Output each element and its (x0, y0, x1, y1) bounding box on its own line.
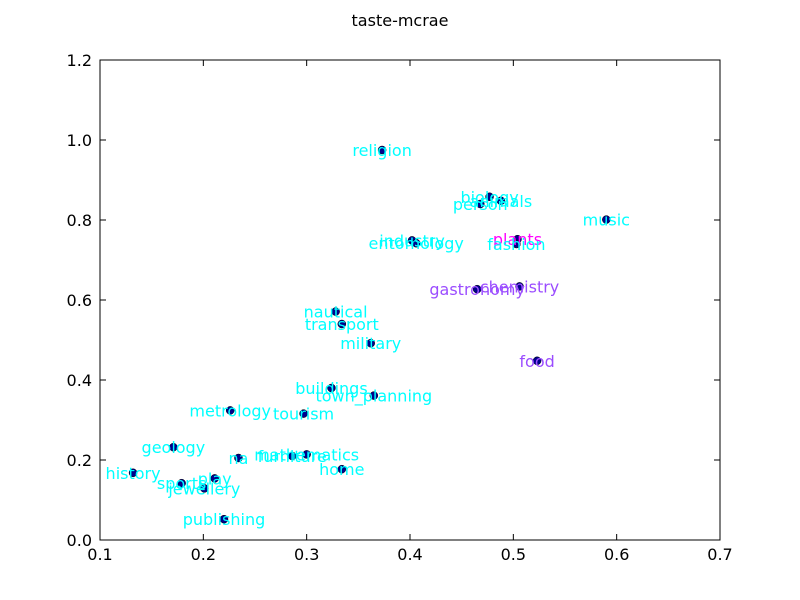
point-label-military: military (340, 334, 401, 353)
point-label-transport: transport (305, 315, 379, 334)
plot-frame (99, 59, 721, 541)
point-label-animals: animals (470, 192, 533, 211)
point-label-na: na (228, 449, 248, 468)
x-tick-label: 0.5 (501, 545, 526, 564)
chart-title: taste-mcrae (352, 11, 449, 30)
y-tick-label: 0.4 (67, 371, 92, 390)
point-label-gastronomy: gastronomy (429, 280, 525, 299)
point-home (337, 464, 347, 474)
point-label-person: person (453, 195, 508, 214)
point-jewellery (200, 484, 209, 493)
x-tick-label: 0.4 (397, 545, 422, 564)
point-furniture (287, 451, 297, 461)
y-tick-label: 1.2 (67, 51, 92, 70)
point-sports (177, 478, 186, 488)
point-label-buildings: buildings (295, 379, 367, 398)
x-tick-label: 0.7 (707, 545, 732, 564)
point-nautical (331, 307, 340, 316)
point-buildings (327, 383, 336, 393)
point-fashion (512, 239, 521, 249)
x-tick-label: 0.6 (604, 545, 629, 564)
point-gastronomy (472, 284, 482, 294)
point-label-jewellery: jewellery (167, 479, 240, 498)
point-label-biology: biology (460, 188, 518, 207)
point-label-fashion: fashion (487, 235, 545, 254)
point-person (476, 199, 485, 209)
point-chemistry (515, 282, 524, 291)
point-geology (169, 442, 178, 452)
point-label-nautical: nautical (304, 303, 368, 322)
point-label-industry: industry (379, 231, 445, 250)
point-label-town-planning: town_planning (315, 387, 432, 407)
point-town-planning (369, 391, 379, 400)
point-label-religion: religion (352, 141, 412, 160)
point-label-history: history (106, 464, 161, 483)
point-military (366, 338, 375, 348)
point-label-publishing: publishing (183, 510, 266, 529)
point-label-sports: sports (157, 474, 206, 493)
x-tick-label: 0.1 (87, 545, 112, 564)
y-tick-label: 1.0 (67, 131, 92, 150)
y-tick-label: 0.8 (67, 211, 92, 230)
point-biology (485, 192, 494, 202)
y-tick-label: 0.2 (67, 451, 92, 470)
point-metrology (225, 406, 235, 415)
point-transport (337, 319, 347, 329)
point-label-plants: plants (493, 230, 542, 249)
point-label-chemistry: chemistry (480, 277, 559, 296)
x-tick-label: 0.2 (191, 545, 216, 564)
point-label-mathematics: mathematics (254, 445, 359, 464)
point-publishing (219, 514, 229, 524)
y-tick-label: 0.6 (67, 291, 92, 310)
point-label-tourism: tourism (273, 405, 334, 424)
point-label-food: food (519, 352, 554, 371)
point-label-music: music (583, 211, 630, 230)
y-tick-label: 0.0 (67, 531, 92, 550)
point-label-home: home (319, 460, 364, 479)
point-label-geology: geology (142, 438, 206, 457)
point-label-furniture: furniture (258, 447, 327, 466)
point-label-metrology: metrology (189, 401, 271, 420)
point-entomology (411, 238, 421, 248)
y-axis: 0.0 0.2 0.4 0.6 0.8 1.0 1.2 (67, 51, 720, 550)
point-religion (377, 145, 387, 155)
point-music (602, 215, 611, 224)
point-label-entomology: entomology (369, 234, 464, 253)
x-tick-label: 0.3 (294, 545, 319, 564)
point-history (128, 468, 138, 478)
point-food (532, 356, 542, 366)
point-na (234, 453, 243, 463)
point-tourism (299, 409, 308, 418)
point-animals (496, 196, 506, 206)
data-points (128, 145, 611, 524)
point-label-play: play (198, 469, 232, 488)
point-play (210, 474, 219, 483)
point-mathematics (302, 450, 311, 459)
